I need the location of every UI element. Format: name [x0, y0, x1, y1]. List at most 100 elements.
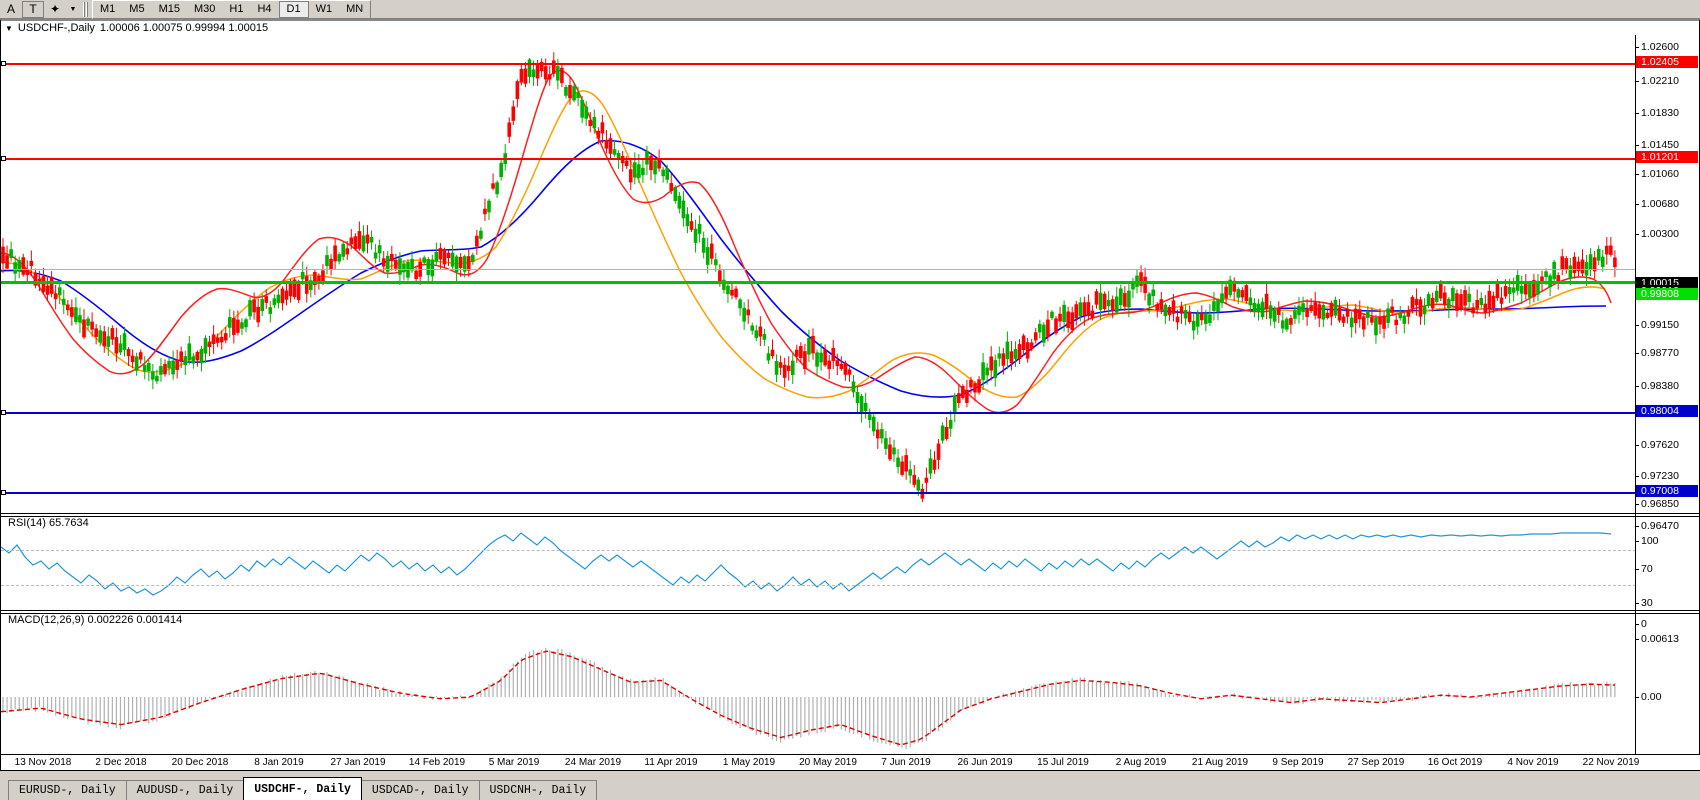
support-label-blue-2[interactable]: 0.97008 — [1636, 485, 1698, 497]
chart-header: ▼ USDCHF-,Daily 1.00006 1.00075 0.99994 … — [1, 21, 1699, 35]
rsi-level-70-line — [1, 550, 1636, 551]
rsi-tick-1: 70 — [1636, 564, 1653, 575]
support-line-blue-2[interactable] — [1, 492, 1636, 494]
resistance-line-1[interactable] — [1, 63, 1636, 65]
time-label-2: 20 Dec 2018 — [171, 757, 229, 768]
time-label-4: 27 Jan 2019 — [330, 757, 386, 768]
time-label-14: 2 Aug 2019 — [1115, 757, 1167, 768]
macd-svg — [1, 647, 1616, 750]
anchor-support-blue-2[interactable] — [1, 490, 6, 495]
chart-tab-bar: EURUSD-, Daily AUDUSD-, Daily USDCHF-, D… — [0, 771, 1700, 800]
price-tick-0: 1.02600 — [1636, 42, 1679, 53]
time-label-17: 27 Sep 2019 — [1347, 757, 1405, 768]
time-label-10: 20 May 2019 — [799, 757, 857, 768]
price-tick-10: 0.98380 — [1636, 381, 1679, 392]
time-label-12: 26 Jun 2019 — [957, 757, 1013, 768]
macd-signal-line — [1, 650, 1616, 746]
time-label-20: 22 Nov 2019 — [1582, 757, 1640, 768]
resistance-line-2[interactable] — [1, 158, 1636, 160]
timeframe-group: M1 M5 M15 M30 H1 H4 D1 W1 MN — [92, 0, 372, 19]
resistance-label-2[interactable]: 1.01201 — [1636, 151, 1698, 163]
current-price-line — [1, 269, 1636, 270]
price-tick-4: 1.01060 — [1636, 169, 1679, 180]
rsi-svg — [1, 532, 1612, 596]
rsi-tick-2: 30 — [1636, 598, 1653, 609]
support-line-blue-1[interactable] — [1, 412, 1636, 414]
indicators-icon[interactable]: ✦ — [49, 2, 61, 16]
timeframe-m15[interactable]: M15 — [158, 3, 180, 15]
chart-window: ▼ USDCHF-,Daily 1.00006 1.00075 0.99994 … — [0, 19, 1700, 773]
price-tick-11: 0.97620 — [1636, 440, 1679, 451]
macd-tick-1: 0.00 — [1636, 692, 1661, 703]
time-label-3: 8 Jan 2019 — [254, 757, 304, 768]
time-label-9: 1 May 2019 — [722, 757, 776, 768]
price-tick-5: 1.00680 — [1636, 199, 1679, 210]
time-label-19: 4 Nov 2019 — [1507, 757, 1559, 768]
rsi-plot-area[interactable] — [1, 517, 1636, 610]
price-tick-13: 0.96850 — [1636, 499, 1679, 510]
timeframe-m1[interactable]: M1 — [100, 3, 116, 15]
support-label-green[interactable]: 0.99808 — [1636, 288, 1698, 300]
rsi-title: RSI(14) 65.7634 — [4, 517, 92, 529]
chart-tab-audusd[interactable]: AUDUSD-, Daily — [125, 780, 245, 800]
timeframe-mn[interactable]: MN — [346, 3, 364, 15]
time-label-7: 24 Mar 2019 — [564, 757, 622, 768]
rsi-tick-3: 0 — [1636, 619, 1647, 630]
candlestick-series — [1, 52, 1617, 503]
text-tool-icon[interactable]: T — [22, 0, 44, 18]
time-axis[interactable]: 13 Nov 2018 2 Dec 2018 20 Dec 2018 8 Jan 20… — [1, 754, 1700, 770]
chart-menu-caret-icon[interactable]: ▼ — [5, 23, 13, 33]
support-label-blue-1[interactable]: 0.98004 — [1636, 405, 1698, 417]
support-line-green[interactable] — [1, 281, 1636, 284]
time-label-5: 14 Feb 2019 — [408, 757, 466, 768]
anchor-resistance-2[interactable] — [1, 156, 6, 161]
resistance-label-1[interactable]: 1.02405 — [1636, 56, 1698, 68]
timeframe-m30[interactable]: M30 — [193, 3, 216, 15]
time-label-6: 5 Mar 2019 — [488, 757, 540, 768]
price-tick-6: 1.00300 — [1636, 229, 1679, 240]
price-tick-3: 1.01450 — [1636, 140, 1679, 151]
timeframe-d1[interactable]: D1 — [278, 0, 309, 18]
chart-ohlc-values: 1.00006 1.00075 0.99994 1.00015 — [99, 22, 269, 34]
crosshair-letter-icon[interactable]: A — [6, 2, 15, 16]
time-label-8: 11 Apr 2019 — [644, 757, 698, 768]
main-toolbar: A T ✦ ▼ M1 M5 M15 M30 H1 H4 D1 W1 MN — [0, 0, 1700, 19]
chart-symbol-label: USDCHF-,Daily — [17, 22, 95, 34]
dropdown-arrow-icon[interactable]: ▼ — [69, 5, 77, 13]
chart-tab-usdchf[interactable]: USDCHF-, Daily — [243, 777, 362, 800]
time-label-15: 21 Aug 2019 — [1191, 757, 1249, 768]
rsi-level-30-line — [1, 585, 1636, 586]
time-label-16: 9 Sep 2019 — [1272, 757, 1324, 768]
chart-tab-usdcad[interactable]: USDCAD-, Daily — [360, 780, 480, 800]
time-label-0: 13 Nov 2018 — [14, 757, 72, 768]
price-plot-area[interactable] — [1, 21, 1636, 513]
price-tick-14: 0.96470 — [1636, 521, 1679, 532]
price-tick-9: 0.98770 — [1636, 348, 1679, 359]
chart-tab-eurusd[interactable]: EURUSD-, Daily — [8, 780, 127, 800]
macd-plot-area[interactable] — [1, 614, 1636, 756]
pane-separator-1[interactable] — [1, 513, 1700, 514]
price-tick-8: 0.99150 — [1636, 320, 1679, 331]
price-scale[interactable]: 1.02600 1.02210 1.01830 1.01450 1.01060 1.006… — [1635, 21, 1699, 773]
pane-separator-2[interactable] — [1, 610, 1700, 611]
rsi-tick-0: 100 — [1636, 536, 1659, 547]
toolbar-grip[interactable] — [83, 1, 89, 17]
macd-tick-0: 0.00613 — [1636, 634, 1679, 645]
price-tick-12: 0.97230 — [1636, 471, 1679, 482]
timeframe-h4[interactable]: H4 — [257, 3, 272, 15]
chart-tab-usdcnh[interactable]: USDCNH-, Daily — [478, 780, 598, 800]
pane-separator-2b — [1, 613, 1700, 614]
time-label-11: 7 Jun 2019 — [881, 757, 931, 768]
price-tick-2: 1.01830 — [1636, 108, 1679, 119]
timeframe-m5[interactable]: M5 — [129, 3, 145, 15]
pane-separator-1b — [1, 516, 1700, 517]
timeframe-w1[interactable]: W1 — [315, 3, 333, 15]
anchor-support-blue-1[interactable] — [1, 410, 6, 415]
time-label-13: 15 Jul 2019 — [1037, 757, 1089, 768]
anchor-resistance-1[interactable] — [1, 61, 6, 66]
time-label-18: 16 Oct 2019 — [1427, 757, 1483, 768]
macd-title: MACD(12,26,9) 0.002226 0.001414 — [4, 614, 186, 626]
timeframe-h1[interactable]: H1 — [229, 3, 244, 15]
price-tick-1: 1.02210 — [1636, 76, 1679, 87]
